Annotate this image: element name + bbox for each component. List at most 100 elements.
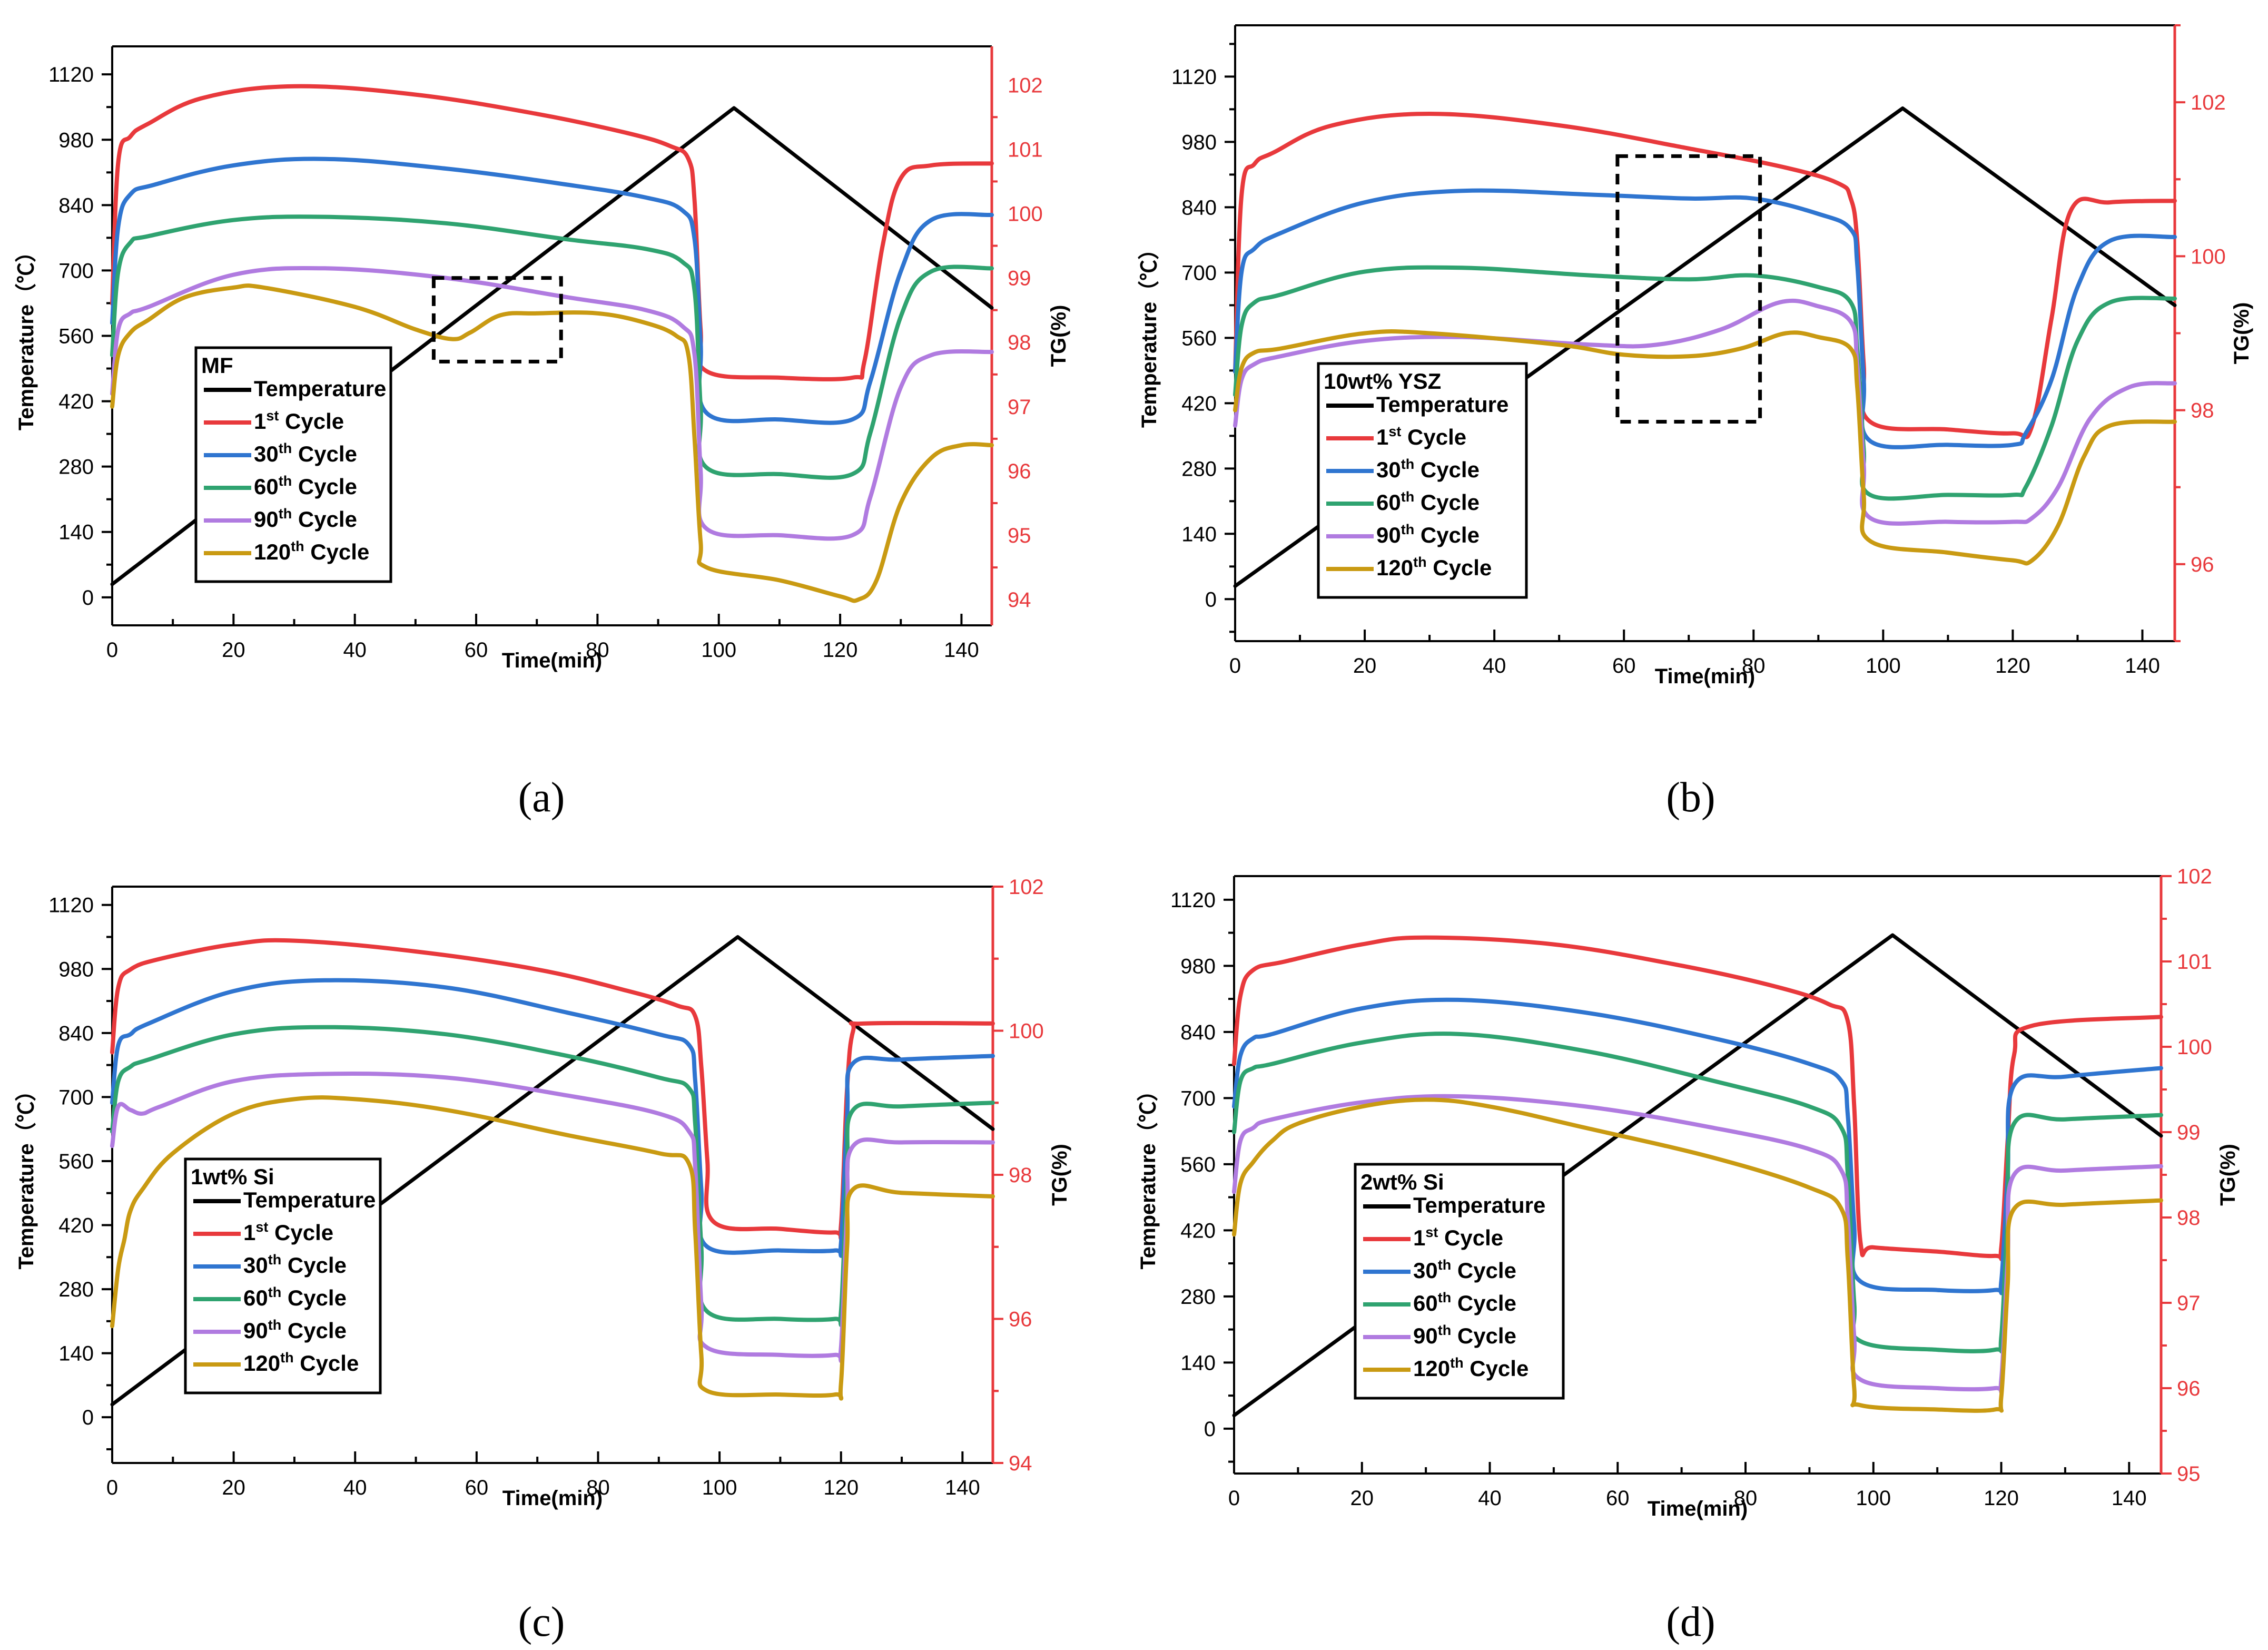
y-tick-label: 140 bbox=[58, 521, 94, 544]
y-tick-label: 0 bbox=[1205, 588, 1217, 611]
y-axis-title: Temperature（℃） bbox=[1138, 239, 1161, 428]
y2-tick-label: 100 bbox=[2177, 1036, 2212, 1059]
legend-label: Temperature bbox=[1413, 1193, 1545, 1217]
y-tick-label: 420 bbox=[1180, 1219, 1216, 1242]
legend-label: 30th Cycle bbox=[1413, 1257, 1516, 1283]
y-tick-label: 0 bbox=[82, 586, 94, 610]
series-line-1st-cycle bbox=[110, 84, 994, 381]
series-line-120th-cycle bbox=[110, 1095, 995, 1401]
y-tick-label: 140 bbox=[1180, 1351, 1216, 1374]
y-tick-label: 700 bbox=[1180, 1087, 1216, 1110]
legend-label: Temperature bbox=[1376, 392, 1508, 417]
x-tick-label: 0 bbox=[1228, 1487, 1240, 1510]
series-line-90th-cycle bbox=[1233, 298, 2177, 526]
y-tick-label: 700 bbox=[58, 1086, 94, 1109]
y2-tick-label: 102 bbox=[1008, 74, 1043, 97]
legend-label: 120th Cycle bbox=[1376, 554, 1492, 580]
x-tick-label: 20 bbox=[1350, 1487, 1374, 1510]
y-tick-label: 280 bbox=[58, 1278, 94, 1301]
y2-tick-label: 96 bbox=[2191, 553, 2214, 576]
legend-label: 120th Cycle bbox=[254, 538, 369, 564]
y2-tick-label: 98 bbox=[1009, 1164, 1032, 1187]
y-tick-label: 840 bbox=[58, 1022, 94, 1045]
y2-tick-label: 96 bbox=[1009, 1308, 1032, 1331]
legend-label: 60th Cycle bbox=[254, 473, 357, 499]
legend-label: 30th Cycle bbox=[243, 1252, 347, 1278]
y-tick-label: 1120 bbox=[1171, 65, 1217, 89]
y-tick-label: 280 bbox=[1181, 457, 1217, 480]
x-axis-title: Time(min) bbox=[1648, 1497, 1748, 1520]
y-tick-label: 980 bbox=[58, 129, 94, 152]
y-tick-label: 980 bbox=[1181, 131, 1217, 154]
legend-label: 90th Cycle bbox=[243, 1317, 347, 1343]
x-tick-label: 140 bbox=[944, 639, 979, 662]
x-tick-label: 80 bbox=[1742, 654, 1766, 677]
legend-label: 1st Cycle bbox=[243, 1219, 333, 1245]
y2-tick-label: 102 bbox=[2177, 865, 2212, 888]
y2-tick-label: 97 bbox=[1008, 396, 1031, 419]
legend-label: 1st Cycle bbox=[254, 408, 344, 434]
y2-axis-title: TG(%) bbox=[2230, 302, 2253, 365]
y-tick-label: 840 bbox=[58, 194, 94, 217]
y-tick-label: 420 bbox=[1181, 392, 1217, 415]
y-tick-label: 280 bbox=[1180, 1285, 1216, 1309]
y-tick-label: 560 bbox=[1180, 1153, 1216, 1176]
legend-box bbox=[184, 1157, 382, 1394]
legend-label: 120th Cycle bbox=[1413, 1355, 1529, 1381]
x-tick-label: 120 bbox=[1995, 654, 2030, 677]
legend-label: Temperature bbox=[243, 1187, 376, 1212]
y-tick-label: 840 bbox=[1181, 196, 1217, 219]
y-tick-label: 0 bbox=[82, 1406, 94, 1429]
legend-label: 60th Cycle bbox=[1376, 489, 1480, 515]
panel-caption: (a) bbox=[518, 774, 565, 821]
series-line-90th-cycle bbox=[110, 266, 994, 541]
x-tick-label: 40 bbox=[343, 639, 367, 662]
x-axis-title: Time(min) bbox=[502, 1487, 603, 1510]
legend: MF Temperature 1st Cycle 30th Cycle 60th Cyc… bbox=[194, 346, 392, 583]
panel-caption: (c) bbox=[518, 1599, 565, 1645]
series-line-30th-cycle bbox=[110, 156, 994, 425]
x-tick-label: 120 bbox=[1984, 1487, 2019, 1510]
x-tick-label: 80 bbox=[586, 639, 609, 662]
y2-tick-label: 95 bbox=[2177, 1462, 2201, 1486]
y-tick-label: 280 bbox=[58, 456, 94, 479]
y-tick-label: 560 bbox=[58, 325, 94, 348]
y-tick-label: 140 bbox=[1181, 523, 1217, 546]
legend-label: 30th Cycle bbox=[254, 440, 357, 466]
x-tick-label: 100 bbox=[702, 1476, 737, 1499]
y2-tick-label: 100 bbox=[1009, 1020, 1044, 1043]
y-axis-title: Temperature（℃） bbox=[15, 1080, 38, 1269]
y2-tick-label: 94 bbox=[1008, 588, 1031, 612]
y-tick-label: 1120 bbox=[48, 63, 94, 86]
panel-caption: (b) bbox=[1666, 774, 1715, 821]
y2-tick-label: 101 bbox=[1008, 138, 1043, 161]
chart-panel-a: 0 20 40 60 80 100 120 140 0 140 280 420 560 700 840 980… bbox=[15, 45, 1070, 821]
legend-label: 90th Cycle bbox=[254, 506, 357, 532]
legend-label: 120th Cycle bbox=[243, 1350, 359, 1376]
legend-box bbox=[1354, 1163, 1565, 1400]
legend-label: Temperature bbox=[254, 376, 386, 401]
x-tick-label: 20 bbox=[222, 1476, 245, 1499]
y2-tick-label: 100 bbox=[2191, 245, 2226, 268]
x-tick-label: 100 bbox=[701, 639, 736, 662]
series-line-60th-cycle bbox=[1233, 265, 2177, 501]
y2-axis-title: TG(%) bbox=[1048, 1144, 1071, 1206]
y2-tick-label: 101 bbox=[2177, 950, 2212, 974]
x-tick-label: 40 bbox=[1483, 654, 1506, 677]
legend-label: 30th Cycle bbox=[1376, 456, 1480, 482]
x-tick-label: 20 bbox=[1353, 654, 1377, 677]
y-tick-label: 980 bbox=[1180, 955, 1216, 978]
series-line-30th-cycle bbox=[1233, 188, 2177, 449]
x-tick-label: 140 bbox=[945, 1476, 980, 1499]
legend-box bbox=[194, 346, 392, 583]
x-tick-label: 40 bbox=[343, 1476, 367, 1499]
y2-tick-label: 98 bbox=[1008, 331, 1031, 355]
y2-tick-label: 102 bbox=[1009, 876, 1044, 899]
y2-tick-label: 96 bbox=[2177, 1377, 2201, 1400]
y-axis-title: Temperature（℃） bbox=[1137, 1080, 1160, 1269]
highlight-box bbox=[1615, 154, 1762, 424]
x-tick-label: 140 bbox=[2125, 654, 2160, 677]
